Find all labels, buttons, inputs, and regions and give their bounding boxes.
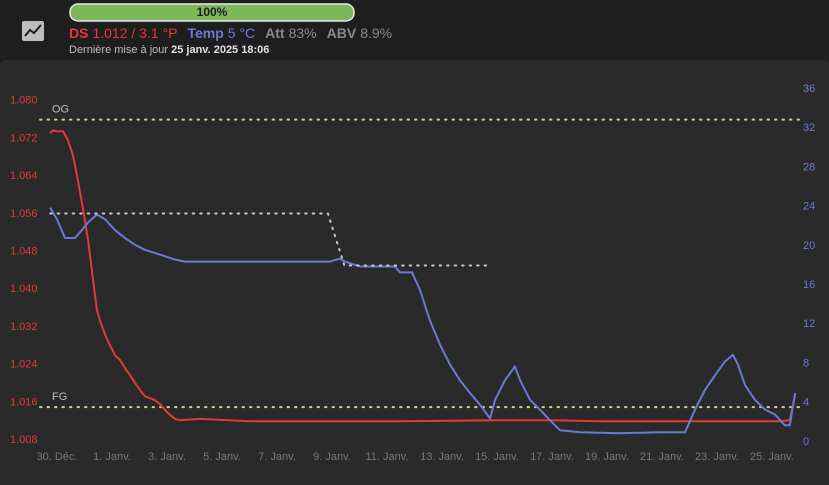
x-tick-label: 25. Janv.: [750, 451, 794, 463]
x-tick-label: 3. Janv.: [148, 451, 186, 463]
y2-tick-label: 20: [803, 240, 815, 252]
plot: 1.008 1.016 1.024 1.032 1.040 1.048 1.056 1.064…: [10, 83, 815, 463]
stats-line: DS 1.012 / 3.1 °P Temp 5 °C Att 83% ABV 8.9%: [69, 25, 392, 41]
stat-value: 83%: [289, 25, 317, 41]
app-icon: [22, 21, 44, 41]
y-tick-label: 1.032: [10, 321, 38, 333]
reference-label: OG: [52, 104, 69, 116]
x-tick-label: 7. Janv.: [258, 451, 296, 463]
reference-label: FG: [52, 391, 67, 403]
y-tick-label: 1.008: [10, 434, 38, 446]
series-line: [49, 129, 797, 423]
x-tick-label: 13. Janv.: [420, 451, 464, 463]
x-tick-label: 30. Déc.: [37, 451, 78, 463]
stat-value: 1.012 / 3.1 °P: [92, 25, 177, 41]
progress-label: 100%: [197, 5, 228, 19]
y-tick-label: 1.064: [10, 170, 38, 182]
stat-label: Temp: [187, 25, 223, 41]
x-tick-label: 15. Janv.: [475, 451, 519, 463]
x-tick-label: 17. Janv.: [530, 451, 574, 463]
x-tick-label: 19. Janv.: [585, 451, 629, 463]
y2-tick-label: 32: [803, 122, 815, 134]
y-tick-label: 1.016: [10, 396, 38, 408]
y2-tick-label: 36: [803, 83, 815, 95]
y2-tick-label: 4: [803, 397, 809, 409]
y-tick-label: 1.072: [10, 132, 38, 144]
x-tick-label: 23. Janv.: [695, 451, 739, 463]
update-date: 25 janv. 2025 18:06: [171, 44, 269, 56]
y2-tick-label: 0: [803, 436, 809, 448]
y-tick-label: 1.024: [10, 359, 38, 371]
progress-bar: [69, 3, 355, 22]
stat-label: ABV: [327, 25, 357, 41]
stat-label: DS: [69, 25, 88, 41]
x-tick-label: 11. Janv.: [365, 451, 408, 463]
y-tick-label: 1.056: [10, 208, 38, 220]
y2-tick-label: 28: [803, 161, 815, 173]
stat-value: 5 °C: [228, 25, 255, 41]
x-tick-label: 1. Janv.: [93, 451, 131, 463]
update-line: Dernière mise à jour 25 janv. 2025 18:06: [69, 44, 269, 56]
chart-panel: [0, 60, 829, 485]
series-line: [49, 207, 797, 435]
stat-value: 8.9%: [360, 25, 392, 41]
x-tick-label: 9. Janv.: [313, 451, 351, 463]
x-tick-label: 21. Janv.: [640, 451, 684, 463]
x-tick-label: 5. Janv.: [203, 451, 241, 463]
y-tick-label: 1.048: [10, 246, 38, 258]
y2-tick-label: 16: [803, 279, 815, 291]
y2-tick-label: 8: [803, 357, 809, 369]
y-tick-label: 1.080: [10, 95, 38, 107]
y2-tick-label: 24: [803, 201, 815, 213]
y2-tick-label: 12: [803, 318, 815, 330]
y-tick-label: 1.040: [10, 283, 38, 295]
series-line: [49, 212, 492, 267]
update-label: Dernière mise à jour: [69, 44, 168, 56]
stat-label: Att: [265, 25, 285, 41]
